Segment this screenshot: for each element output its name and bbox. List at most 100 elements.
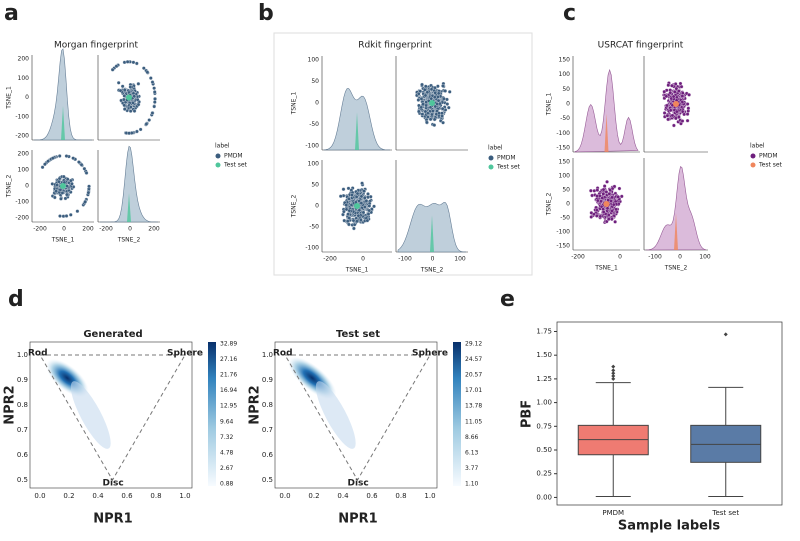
scatter-dot — [40, 165, 45, 170]
y-tick-label: 1.50 — [536, 351, 552, 359]
scatter-dot — [82, 166, 87, 171]
x-tick-label: 0.8 — [150, 492, 161, 500]
x-tick-label: -100 — [398, 256, 412, 263]
scatter-dot — [610, 209, 614, 213]
test-dot — [126, 94, 132, 101]
y-label: TSNE_2 — [6, 175, 13, 199]
scatter-dot — [122, 60, 127, 65]
x-tick-label: 0.8 — [395, 492, 406, 500]
y-tick-label: 50 — [562, 187, 570, 194]
scatter-dot — [122, 94, 127, 98]
scatter-dot — [54, 189, 59, 194]
scatter-dot — [347, 208, 352, 213]
legend-swatch — [750, 162, 756, 168]
test-dot — [603, 201, 610, 207]
scatter-dot — [357, 208, 362, 213]
scatter-dot — [600, 196, 605, 200]
scatter-dot — [665, 113, 670, 118]
x-label: TSNE_1 — [345, 267, 369, 274]
scatter-dot — [425, 120, 429, 125]
density — [574, 68, 639, 153]
panel-frame — [273, 32, 533, 276]
scatter-dot — [436, 98, 441, 103]
scatter-dot — [359, 194, 364, 199]
scatter-dot — [152, 100, 157, 104]
y-label: TSNE_1 — [291, 92, 298, 116]
corner-label: Sphere — [167, 349, 203, 359]
scatter-dot — [83, 200, 88, 204]
corner-label: Disc — [348, 479, 369, 489]
scatter-dot — [433, 90, 438, 95]
scatter-dot — [602, 184, 607, 188]
scatter-dot — [440, 106, 445, 111]
y-tick-label: 0.75 — [536, 422, 552, 430]
x-tick-label: 0.6 — [366, 492, 378, 500]
y-tick-label: -200 — [15, 215, 29, 222]
y-tick-label: -50 — [309, 121, 319, 128]
x-tick-label: 200 — [82, 226, 94, 233]
scatter-dot — [589, 188, 593, 193]
scatter-dot — [422, 87, 427, 92]
scatter-dot — [79, 162, 84, 167]
legend-label: PMDM — [224, 153, 243, 160]
scatter-dot — [46, 159, 50, 164]
test-density — [604, 113, 609, 152]
colorbar-label: 2.67 — [220, 465, 234, 472]
x-tick-label: 0.0 — [34, 492, 45, 500]
scatter-dot — [416, 98, 421, 102]
panel-title: USRCAT fingerprint — [598, 41, 684, 51]
scatter-dot — [132, 109, 137, 113]
legend-title: label — [215, 143, 230, 150]
scatter-dot — [65, 192, 69, 197]
scatter-dot — [355, 219, 359, 224]
colorbar-label: 17.01 — [465, 387, 482, 394]
scatter-dot — [430, 112, 434, 117]
scatter-dot — [685, 102, 690, 106]
scatter-dot — [58, 214, 62, 218]
y-tick-label: -150 — [556, 243, 570, 250]
colorbar-label: 12.95 — [220, 403, 237, 410]
scatter-dot — [594, 208, 599, 212]
panel-title: Morgan fingerprint — [54, 41, 139, 51]
scatter-dot — [664, 94, 669, 99]
colorbar-label: 27.16 — [220, 356, 237, 363]
scatter-dot — [595, 194, 599, 198]
scatter-dot — [152, 86, 156, 90]
test-dot — [429, 100, 435, 106]
outlier — [611, 368, 616, 373]
scatter-dot — [116, 80, 121, 85]
scatter-dot — [63, 196, 68, 201]
x-label: NPR1 — [93, 512, 132, 527]
test-density — [127, 193, 131, 222]
scatter-dot — [590, 193, 594, 198]
y-tick-label: 0.6 — [17, 451, 29, 459]
scatter-dot — [145, 70, 150, 75]
scatter-dot — [594, 214, 599, 218]
legend-swatch — [750, 153, 756, 159]
colorbar-label: 20.57 — [465, 372, 482, 379]
y-label: TSNE_1 — [546, 93, 553, 117]
colorbar-label: 16.94 — [220, 387, 237, 394]
scatter-dot — [619, 194, 624, 199]
scatter-dot — [50, 156, 55, 161]
scatter-dot — [418, 89, 423, 94]
scatter-dot — [52, 195, 57, 200]
density — [99, 145, 159, 223]
scatter-dot — [421, 102, 425, 107]
x-tick-label: 0 — [361, 256, 365, 263]
colorbar-label: 7.32 — [220, 434, 234, 441]
colorbar-label: 32.89 — [220, 341, 237, 348]
outlier — [611, 371, 616, 376]
y-tick-label: 50 — [311, 78, 319, 85]
x-tick-label: 0.4 — [92, 492, 104, 500]
x-tick-label: 0 — [678, 254, 682, 261]
y-tick-label: 200 — [18, 151, 30, 158]
x-tick-label: 0.2 — [308, 492, 319, 500]
legend-title: label — [488, 145, 503, 152]
y-tick-label: 0 — [25, 94, 29, 101]
scatter-dot — [136, 81, 141, 86]
scatter-dot — [65, 177, 70, 182]
y-tick-label: -50 — [560, 215, 570, 222]
x-label: TSNE_1 — [51, 237, 75, 244]
scatter-dot — [366, 212, 371, 216]
